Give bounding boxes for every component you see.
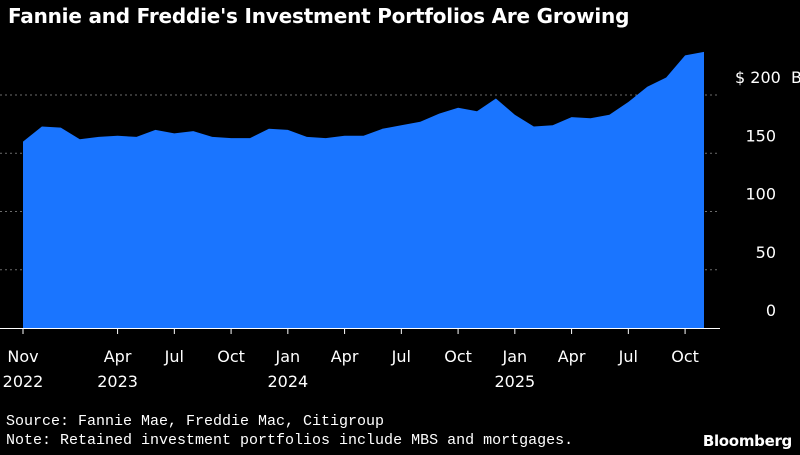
area-chart: 0 50 100 150 $ 200 B Nov 2022 Apr 2023 Jul Oct Jan… — [0, 51, 800, 391]
x-tick-label-oct-23: Oct — [444, 347, 472, 366]
x-tick-label-apr-29: Apr — [558, 347, 586, 366]
y-tick-label-0: 0 — [766, 301, 776, 320]
bloomberg-logo: Bloomberg — [702, 432, 792, 450]
x-year-label-2023: 2023 — [97, 372, 138, 391]
x-tick-label-apr-17: Apr — [331, 347, 359, 366]
y-tick-label-200: $ 200 B — [735, 68, 800, 87]
source-note: Source: Fannie Mae, Freddie Mac, Citigro… — [6, 413, 385, 430]
x-tick-label-jan-14: Jan — [274, 347, 300, 366]
x-year-label-2024: 2024 — [267, 372, 308, 391]
x-year-label-2022: 2022 — [3, 372, 44, 391]
y-tick-label-150: 150 — [745, 126, 776, 145]
x-axis — [0, 328, 720, 334]
y-tick-label-50: 50 — [756, 243, 776, 262]
x-tick-label-oct-11: Oct — [217, 347, 245, 366]
y-tick-label-100: 100 — [745, 185, 776, 204]
chart-title: Fannie and Freddie's Investment Portfoli… — [8, 4, 630, 28]
x-tick-label-nov-0: Nov — [7, 347, 38, 366]
x-tick-label-apr-5: Apr — [104, 347, 132, 366]
y-axis-labels: 0 50 100 150 $ 200 B — [735, 68, 800, 320]
x-tick-label-jul-32: Jul — [618, 347, 638, 366]
x-tick-label-oct-35: Oct — [671, 347, 699, 366]
footnote: Note: Retained investment portfolios inc… — [6, 432, 574, 449]
x-axis-labels: Nov 2022 Apr 2023 Jul Oct Jan 2024 Apr Jul Oct Jan 2… — [3, 347, 699, 391]
x-tick-label-jan-26: Jan — [501, 347, 527, 366]
portfolio-area-series — [23, 51, 704, 329]
x-tick-label-jul-20: Jul — [391, 347, 411, 366]
x-year-label-2025: 2025 — [494, 372, 535, 391]
x-tick-label-jul-8: Jul — [164, 347, 184, 366]
